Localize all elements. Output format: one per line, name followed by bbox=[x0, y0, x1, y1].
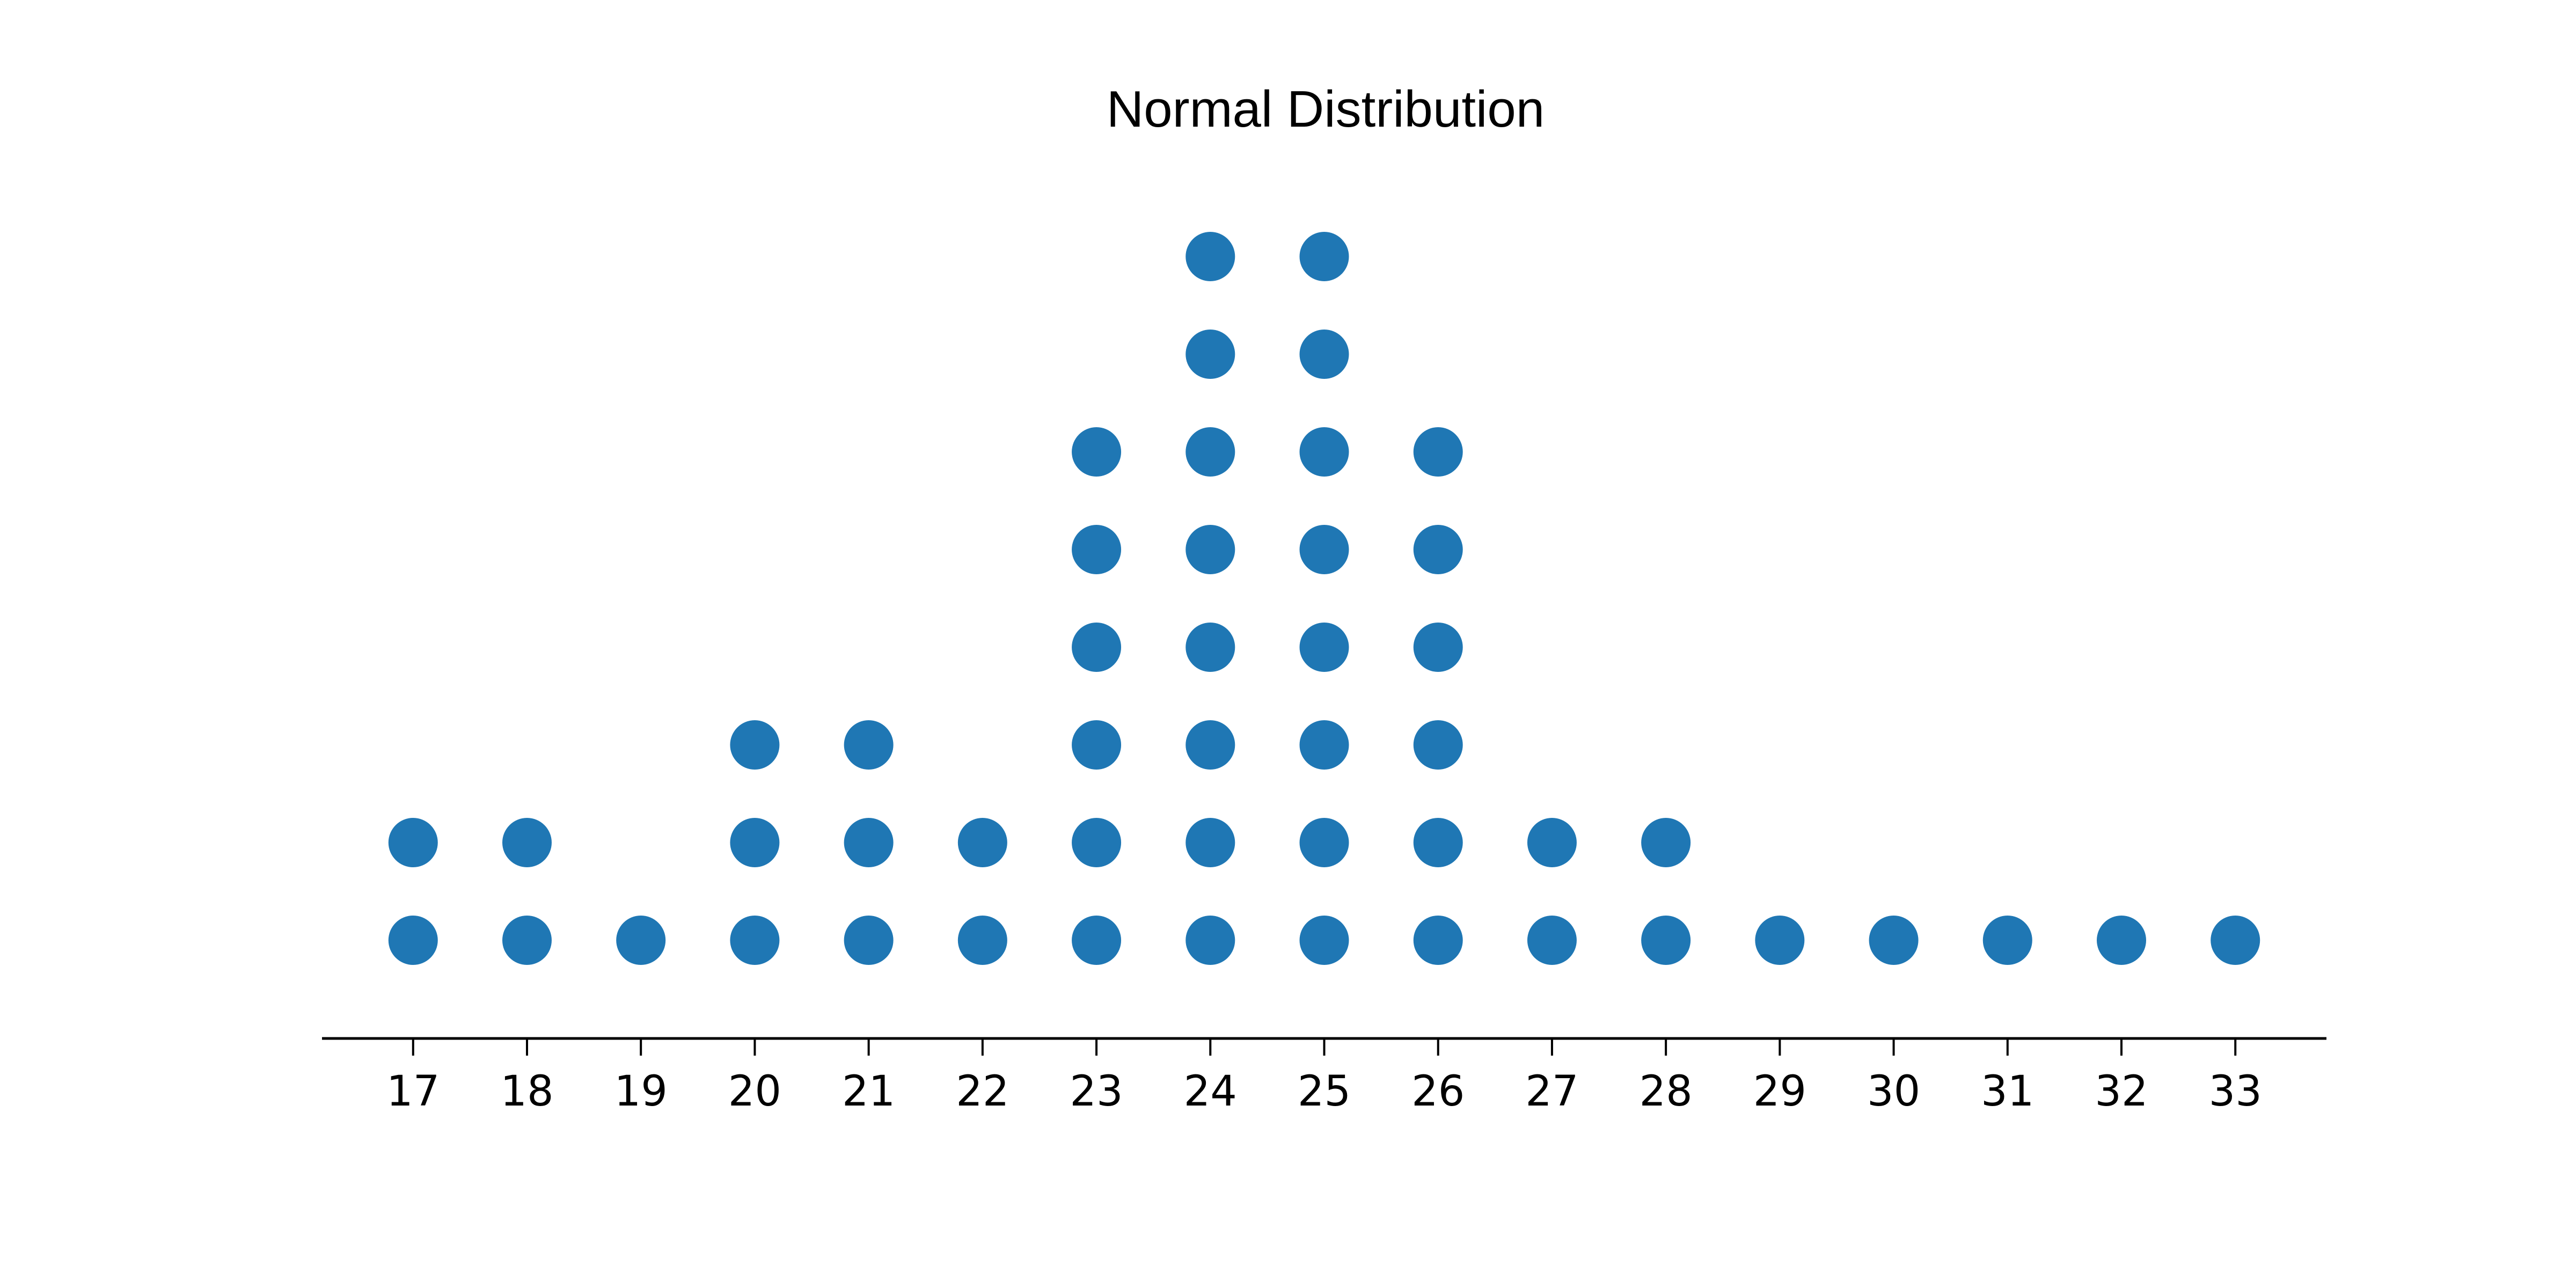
x-axis: 17 18 19 20 21 22 23 24 25 26 27 28 29 30 31 32 33 bbox=[322, 1037, 2326, 1116]
data-point bbox=[957, 818, 1007, 867]
data-point bbox=[1527, 916, 1577, 965]
data-point bbox=[730, 916, 780, 965]
data-point bbox=[1072, 720, 1122, 770]
data-point bbox=[388, 818, 438, 867]
data-point bbox=[844, 818, 894, 867]
data-point bbox=[1641, 818, 1691, 867]
x-tick-label: 28 bbox=[1640, 1067, 1693, 1116]
x-tick-label: 18 bbox=[500, 1067, 553, 1116]
data-point bbox=[1185, 623, 1235, 672]
data-point bbox=[844, 916, 894, 965]
chart-title: Normal Distribution bbox=[1107, 80, 1545, 138]
data-point bbox=[1641, 916, 1691, 965]
data-point bbox=[1072, 427, 1122, 477]
data-point bbox=[1072, 525, 1122, 574]
x-tick-label: 32 bbox=[2095, 1067, 2148, 1116]
dots-layer bbox=[388, 232, 2260, 965]
data-point bbox=[1413, 818, 1463, 867]
x-tick-label: 24 bbox=[1184, 1067, 1237, 1116]
data-point bbox=[1299, 818, 1349, 867]
data-point bbox=[1185, 232, 1235, 281]
data-point bbox=[1755, 916, 1805, 965]
data-point bbox=[1299, 330, 1349, 379]
data-point bbox=[1072, 818, 1122, 867]
x-tick-label: 21 bbox=[842, 1067, 895, 1116]
x-tick-label: 23 bbox=[1070, 1067, 1123, 1116]
data-point bbox=[1299, 232, 1349, 281]
data-point bbox=[1413, 427, 1463, 477]
data-point bbox=[1982, 916, 2032, 965]
data-point bbox=[1299, 427, 1349, 477]
data-point bbox=[1299, 623, 1349, 672]
data-point bbox=[730, 720, 780, 770]
x-tick-label: 25 bbox=[1298, 1067, 1351, 1116]
data-point bbox=[502, 916, 552, 965]
x-tick-label: 30 bbox=[1867, 1067, 1920, 1116]
data-point bbox=[1299, 525, 1349, 574]
data-point bbox=[844, 720, 894, 770]
data-point bbox=[1185, 427, 1235, 477]
data-point bbox=[1299, 916, 1349, 965]
data-point bbox=[1072, 623, 1122, 672]
data-point bbox=[1413, 720, 1463, 770]
data-point bbox=[1527, 818, 1577, 867]
data-point bbox=[1185, 916, 1235, 965]
data-point bbox=[1299, 720, 1349, 770]
data-point bbox=[1185, 525, 1235, 574]
data-point bbox=[1413, 623, 1463, 672]
data-point bbox=[730, 818, 780, 867]
data-point bbox=[1072, 916, 1122, 965]
x-tick-label: 27 bbox=[1525, 1067, 1578, 1116]
data-point bbox=[957, 916, 1007, 965]
data-point bbox=[1185, 720, 1235, 770]
x-tick-label: 29 bbox=[1753, 1067, 1806, 1116]
x-tick-label: 26 bbox=[1411, 1067, 1465, 1116]
x-tick-label: 17 bbox=[386, 1067, 440, 1116]
data-point bbox=[1413, 525, 1463, 574]
x-tick-label: 19 bbox=[614, 1067, 668, 1116]
data-point bbox=[502, 818, 552, 867]
data-point bbox=[616, 916, 666, 965]
data-point bbox=[1185, 330, 1235, 379]
x-tick-label: 20 bbox=[728, 1067, 781, 1116]
data-point bbox=[388, 916, 438, 965]
data-point bbox=[2211, 916, 2260, 965]
x-tick-label: 22 bbox=[956, 1067, 1009, 1116]
data-point bbox=[2097, 916, 2147, 965]
data-point bbox=[1869, 916, 1919, 965]
x-tick-label: 33 bbox=[2209, 1067, 2262, 1116]
data-point bbox=[1413, 916, 1463, 965]
x-tick-label: 31 bbox=[1981, 1067, 2034, 1116]
data-point bbox=[1185, 818, 1235, 867]
